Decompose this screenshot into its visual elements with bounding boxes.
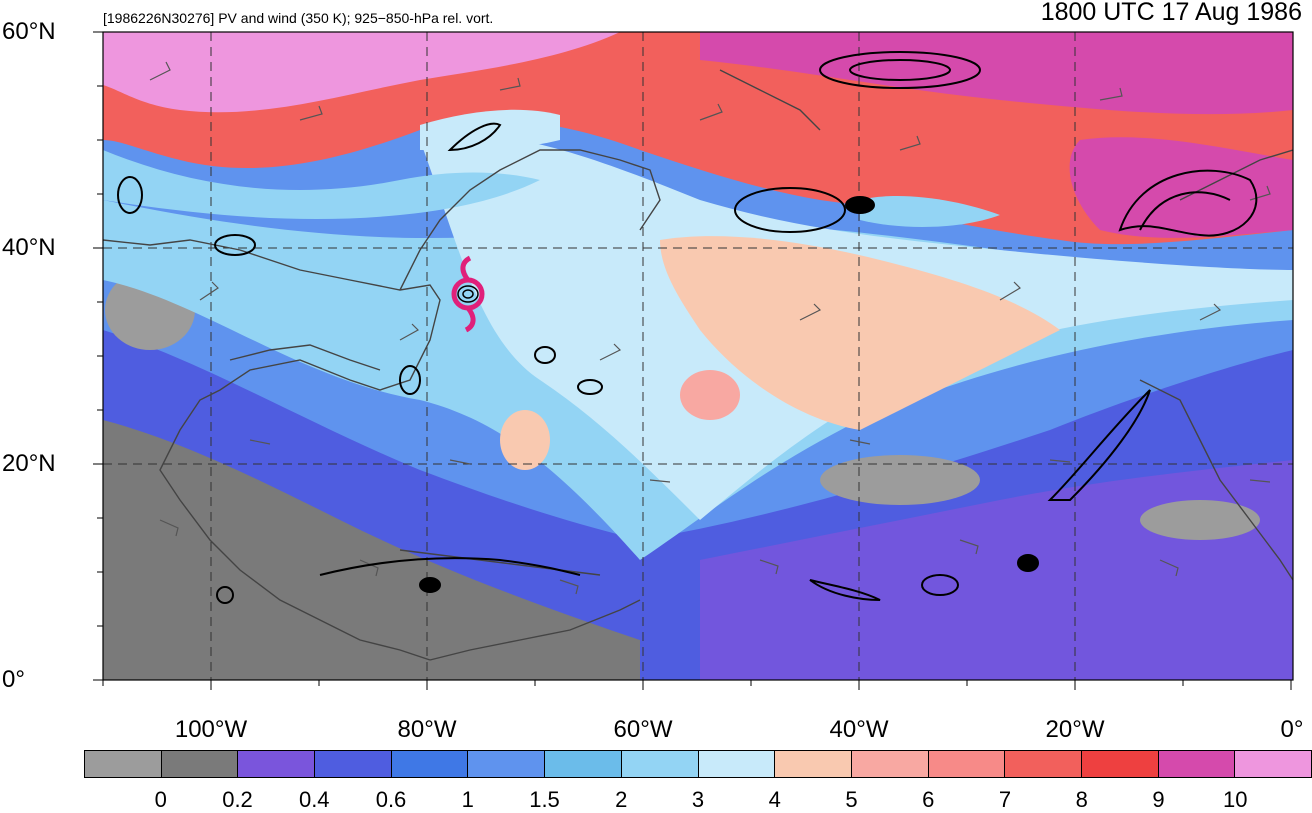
colorbar-tick-label: 6 — [922, 787, 935, 812]
map-subtitle: [1986226N30276] PV and wind (350 K); 925… — [103, 10, 494, 26]
colorbar-swatch — [698, 751, 776, 777]
pv-moderate-patch — [680, 370, 740, 420]
lat-label-60n: 60°N — [2, 18, 56, 45]
map-plot-area — [103, 32, 1293, 680]
colorbar-tick-label: 0 — [154, 787, 167, 812]
pv-colorbar — [84, 750, 1312, 778]
lon-label-80w: 80°W — [397, 716, 457, 743]
pv-very-high-region-west — [103, 32, 620, 113]
colorbar-swatch — [1005, 751, 1082, 777]
colorbar-tick-label: 8 — [1075, 787, 1088, 812]
lat-label-20n: 20°N — [2, 450, 56, 477]
colorbar-tick-label: 7 — [998, 787, 1012, 812]
lat-label-0: 0° — [2, 666, 25, 693]
wind-barbs — [149, 61, 1271, 595]
pv-gray-patch-2 — [1140, 500, 1260, 540]
lat-label-40n: 40°N — [2, 234, 56, 261]
colorbar-tick-label: 5 — [845, 787, 858, 812]
colorbar-swatch — [315, 751, 392, 777]
colorbar-tick-label: 0.2 — [222, 787, 253, 812]
colorbar-swatch — [85, 751, 162, 777]
colorbar-tick-label: 0.4 — [298, 787, 330, 812]
pv-very-high-region-east — [1069, 137, 1293, 238]
coastlines — [103, 69, 1293, 661]
graticule — [103, 32, 1293, 680]
colorbar-swatch — [1158, 751, 1236, 777]
lon-label-40w: 40°W — [829, 716, 889, 743]
colorbar-swatch — [621, 751, 699, 777]
colorbar-swatch — [928, 751, 1006, 777]
pv-light-patch-north — [420, 109, 560, 150]
pv-wind-map — [93, 31, 1294, 690]
colorbar-tick-label: 0.6 — [375, 787, 407, 812]
colorbar-swatch — [1081, 751, 1159, 777]
colorbar-swatch — [468, 751, 546, 777]
colorbar-swatch — [1235, 751, 1311, 777]
pv-mid-patch-north — [103, 150, 540, 220]
hurricane-symbol-icon — [451, 255, 485, 333]
colorbar-tick-label: 9 — [1152, 787, 1165, 812]
lon-label-60w: 60°W — [613, 716, 673, 743]
colorbar-swatch — [545, 751, 622, 777]
vorticity-contours — [117, 51, 1258, 604]
colorbar-swatch — [391, 751, 469, 777]
colorbar-tick-label: 10 — [1223, 787, 1248, 812]
colorbar-swatch — [851, 751, 929, 777]
pv-very-high-region-north — [700, 32, 1293, 115]
lon-label-20w: 20°W — [1045, 716, 1105, 743]
pv-moderate-patch-2 — [500, 410, 550, 470]
colorbar-tick-label: 2 — [615, 787, 628, 812]
lon-label-100w: 100°W — [174, 716, 248, 743]
map-valid-time: 1800 UTC 17 Aug 1986 — [1040, 0, 1302, 26]
pv-moderate-region — [660, 236, 1060, 430]
colorbar-tick-label: 3 — [691, 787, 705, 812]
pv-very-low-region-west — [103, 420, 640, 680]
axis-ticks — [93, 31, 1292, 690]
colorbar-swatch — [238, 751, 316, 777]
pv-mid-patch-east — [860, 195, 1000, 227]
colorbar-tick-label: 4 — [768, 787, 781, 812]
colorbar-tick-label: 1 — [461, 787, 474, 812]
colorbar-swatch — [161, 751, 239, 777]
pv-gray-patch-1 — [820, 455, 980, 505]
colorbar-swatch — [775, 751, 852, 777]
lon-label-0: 0° — [1280, 716, 1304, 743]
colorbar-tick-label: 1.5 — [529, 787, 560, 812]
